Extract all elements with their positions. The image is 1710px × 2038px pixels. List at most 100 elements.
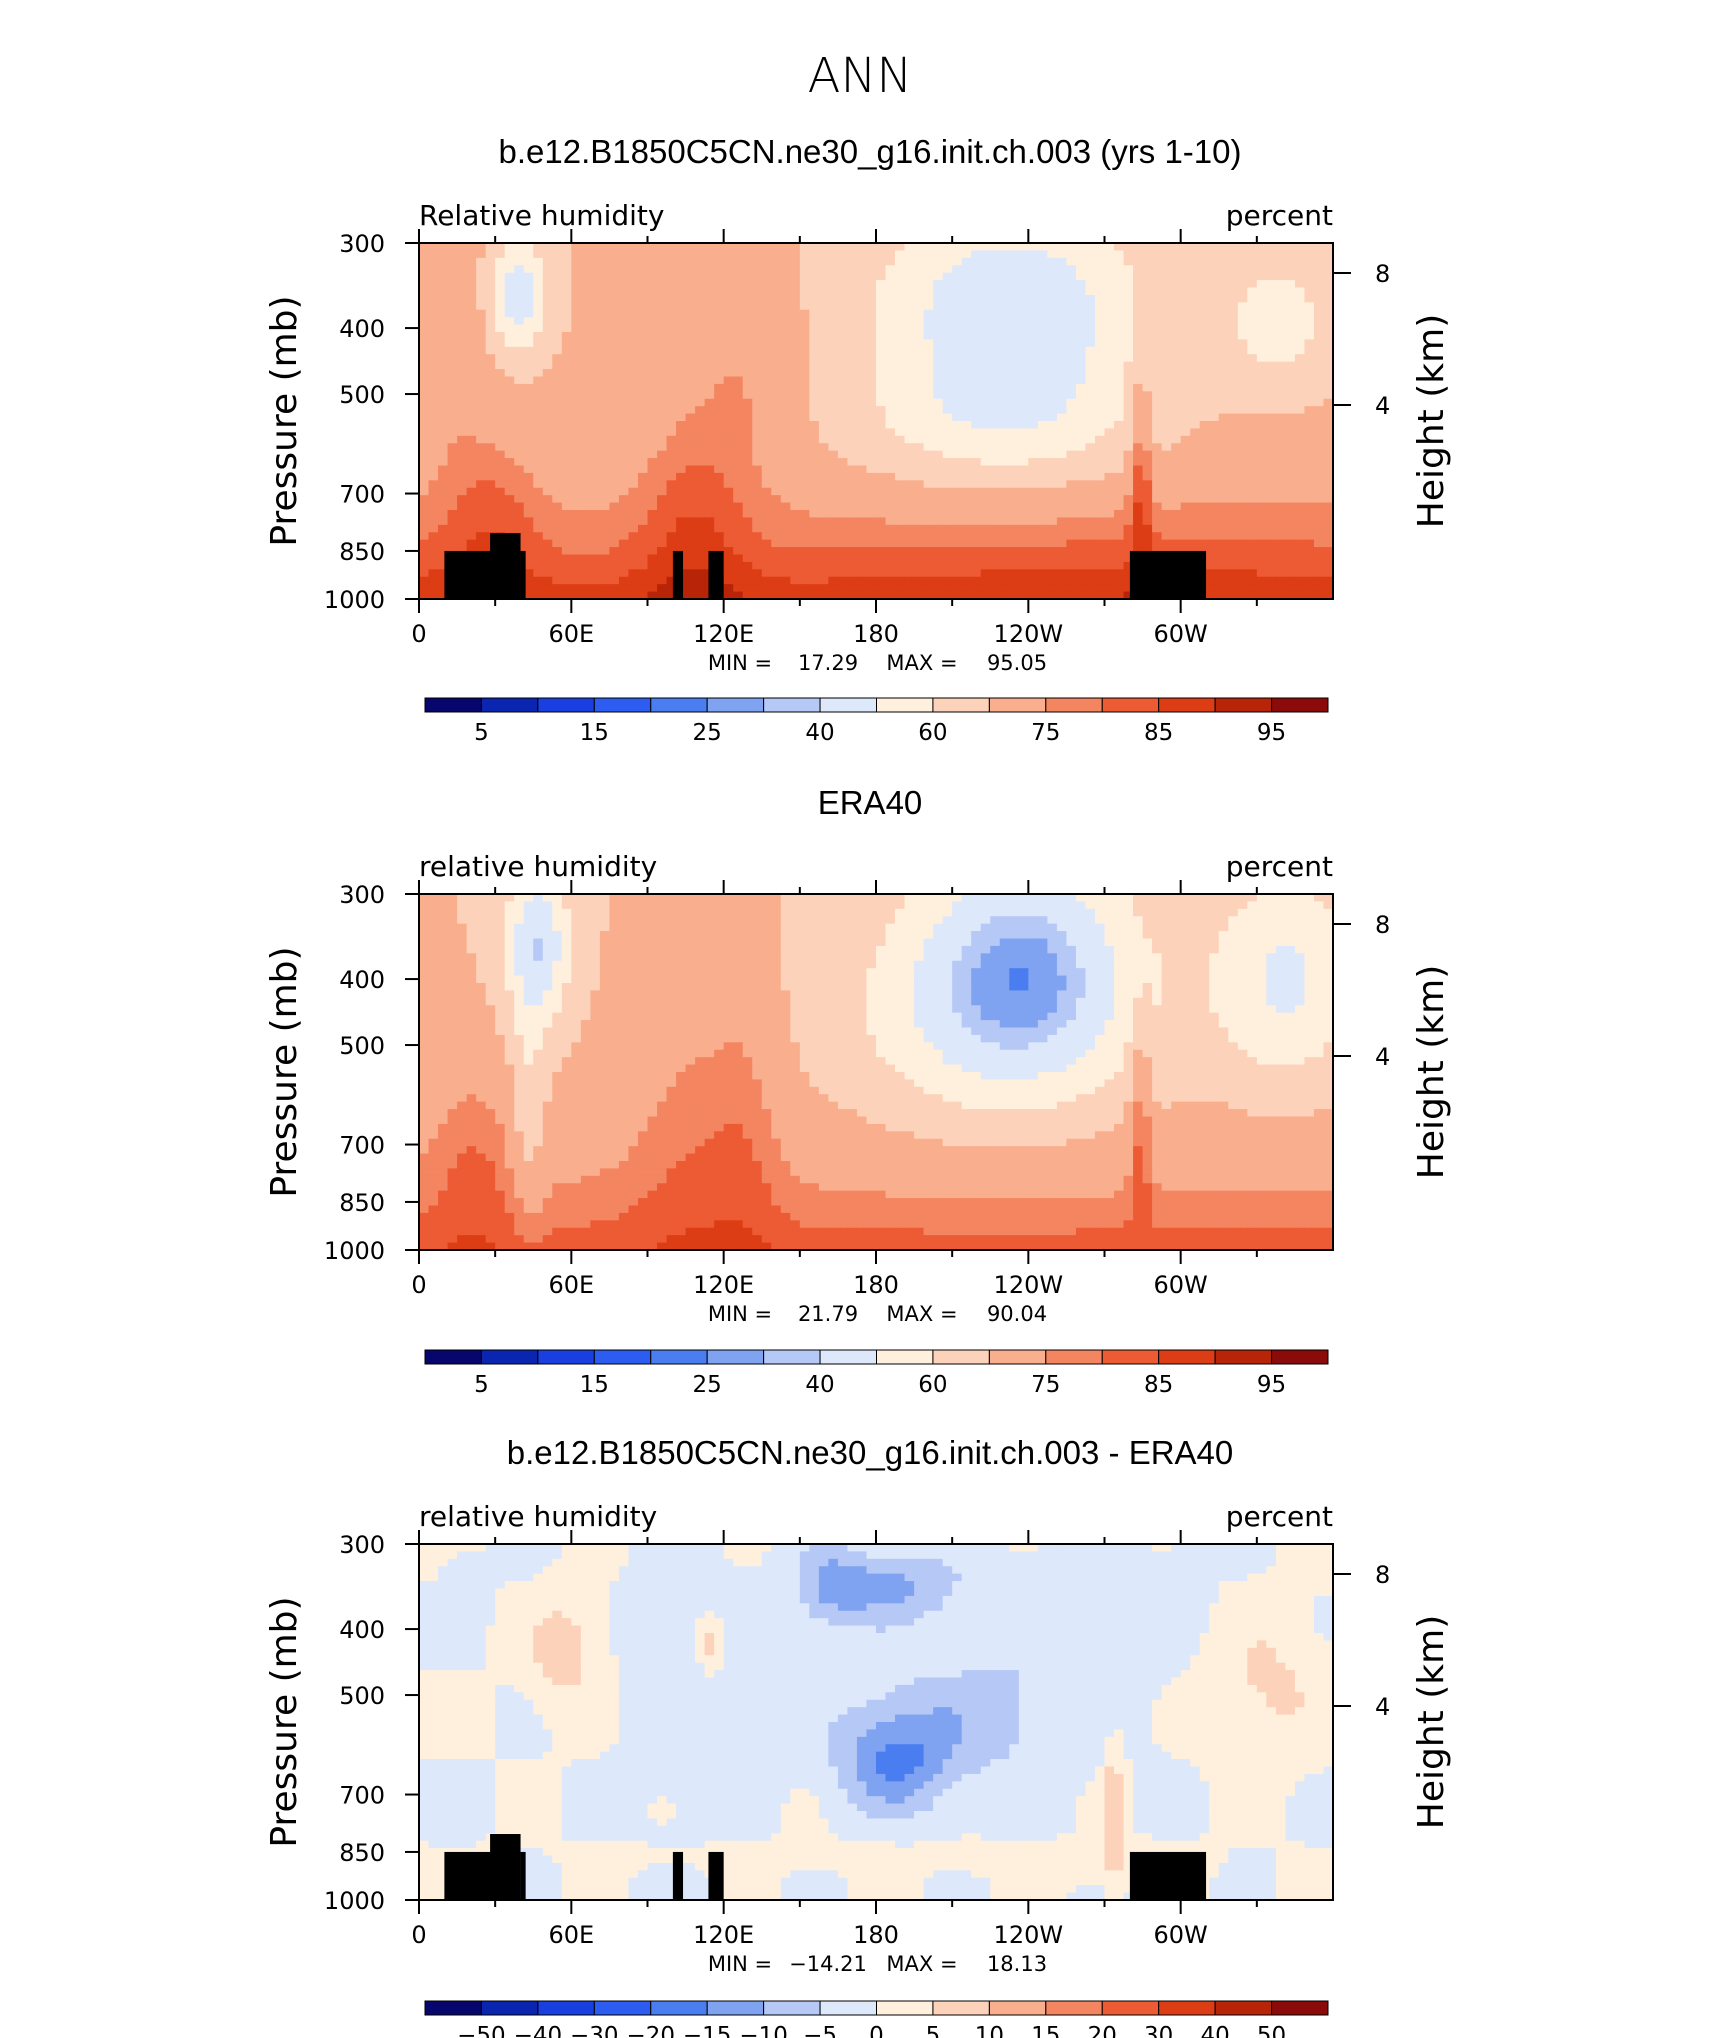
field-cell — [1009, 591, 1020, 600]
field-cell — [1152, 302, 1163, 311]
field-cell — [1323, 383, 1334, 392]
field-cell — [1075, 302, 1087, 311]
field-cell — [1018, 243, 1029, 252]
field-cell — [1142, 450, 1153, 459]
field-cell — [1256, 901, 1267, 910]
field-cell — [419, 561, 430, 570]
field-cell — [1275, 517, 1286, 526]
field-cell — [637, 569, 649, 578]
field-cell — [714, 539, 725, 548]
field-cell — [742, 294, 753, 303]
field-cell — [1133, 480, 1144, 489]
field-cell — [752, 280, 763, 289]
field-cell — [1037, 539, 1048, 548]
field-cell — [1047, 517, 1058, 526]
field-cell — [647, 250, 658, 259]
field-cell — [1104, 591, 1115, 600]
field-cell — [1237, 435, 1248, 444]
field-cell — [799, 265, 810, 274]
field-cell — [438, 584, 449, 593]
field-cell — [676, 421, 687, 430]
field-cell — [809, 428, 820, 437]
field-cell — [809, 591, 820, 600]
field-cell — [533, 391, 544, 400]
field-cell — [1218, 369, 1229, 378]
field-cell — [647, 294, 658, 303]
field-cell — [637, 435, 649, 444]
field-cell — [1114, 554, 1125, 563]
field-cell — [847, 294, 858, 303]
field-cell — [476, 324, 487, 333]
field-cell — [761, 265, 772, 274]
field-cell — [971, 908, 982, 917]
field-cell — [1114, 435, 1125, 444]
field-cell — [828, 257, 839, 266]
field-cell — [523, 428, 534, 437]
x-tick-label: 120E — [693, 620, 754, 648]
field-cell — [733, 369, 744, 378]
field-cell — [1313, 465, 1325, 474]
field-cell — [1209, 908, 1220, 917]
field-cell — [923, 450, 934, 459]
field-cell — [419, 901, 430, 910]
field-cell — [685, 480, 696, 489]
field-cell — [980, 480, 991, 489]
field-cell — [666, 309, 677, 318]
field-cell — [542, 280, 553, 289]
field-cell — [438, 250, 449, 259]
field-cell — [790, 894, 801, 903]
field-cell — [1075, 391, 1087, 400]
field-cell — [676, 302, 687, 311]
y-tick-label: 850 — [339, 538, 385, 566]
field-cell — [847, 280, 858, 289]
field-cell — [1294, 391, 1306, 400]
field-cell — [1104, 443, 1115, 452]
field-cell — [571, 576, 582, 585]
field-cell — [1066, 428, 1077, 437]
field-cell — [609, 584, 620, 593]
field-cell — [676, 317, 687, 326]
field-cell — [1028, 502, 1039, 511]
field-cell — [1304, 361, 1315, 370]
field-cell — [1009, 294, 1020, 303]
field-cell — [885, 280, 896, 289]
field-cell — [1228, 584, 1239, 593]
field-cell — [704, 502, 715, 511]
field-cell — [790, 443, 801, 452]
field-cell — [999, 250, 1010, 259]
field-cell — [428, 421, 439, 430]
field-cell — [552, 502, 563, 511]
field-cell — [895, 554, 906, 563]
colorbar-label: 15 — [580, 720, 609, 746]
field-cell — [733, 406, 744, 415]
field-cell — [1209, 339, 1220, 348]
field-cell — [704, 361, 715, 370]
field-cell — [666, 908, 677, 917]
field-cell — [837, 450, 849, 459]
field-cell — [895, 591, 906, 600]
field-cell — [1256, 510, 1267, 519]
field-cell — [1304, 908, 1315, 917]
field-cell — [1237, 243, 1248, 252]
field-cell — [1152, 265, 1163, 274]
field-cell — [571, 901, 582, 910]
field-cell — [980, 406, 991, 415]
field-cell — [514, 294, 525, 303]
field-cell — [685, 287, 696, 296]
field-cell — [1104, 428, 1115, 437]
field-cell — [752, 428, 763, 437]
field-cell — [609, 576, 620, 585]
field-cell — [942, 361, 953, 370]
field-cell — [495, 272, 506, 281]
field-cell — [609, 435, 620, 444]
field-cell — [1123, 332, 1134, 341]
field-cell — [856, 908, 868, 917]
field-cell — [790, 413, 801, 422]
field-cell — [771, 257, 782, 266]
field-cell — [1075, 901, 1087, 910]
field-cell — [1066, 317, 1077, 326]
field-cell — [1247, 376, 1258, 385]
field-cell — [847, 317, 858, 326]
field-cell — [552, 383, 563, 392]
field-cell — [1256, 561, 1267, 570]
